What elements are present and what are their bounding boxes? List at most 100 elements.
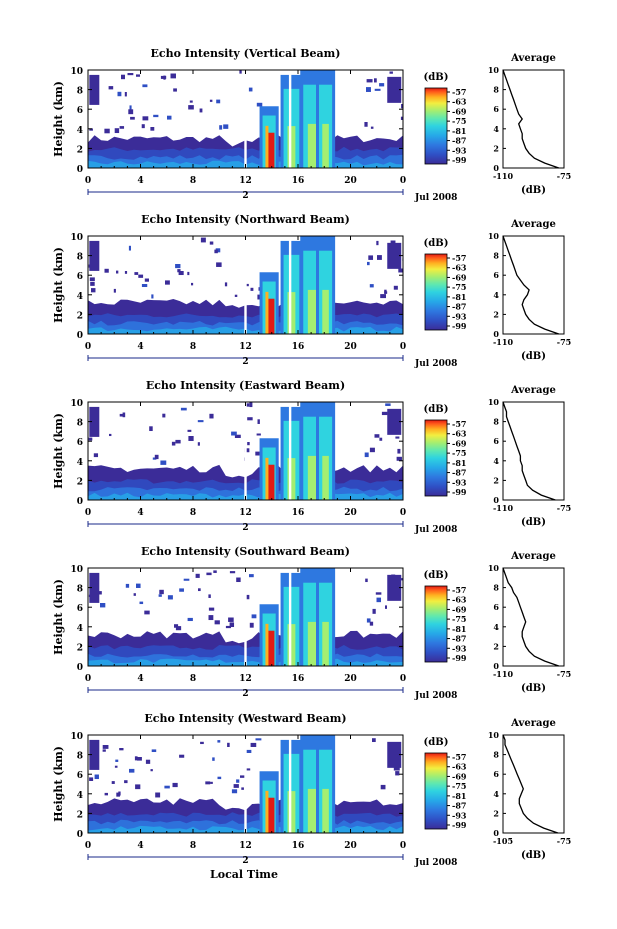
echo-cluster <box>89 74 100 105</box>
colorbar-tick-label: -63 <box>452 429 467 439</box>
avg-y-tick-label: 0 <box>493 495 499 505</box>
echo-speck <box>171 441 176 446</box>
echo-speck <box>370 126 374 129</box>
avg-y-tick-label: 4 <box>493 124 499 134</box>
y-axis-title: Height (km) <box>52 579 65 655</box>
echo-speck <box>372 738 376 743</box>
storm-peak-orange <box>265 790 269 833</box>
colorbar-tick-label: -99 <box>452 653 467 663</box>
colorbar-tick-label: -81 <box>452 791 466 801</box>
echo-speck <box>395 771 400 776</box>
echo-speck <box>94 774 99 780</box>
echo-speck <box>149 426 153 432</box>
echo-speck <box>255 738 262 741</box>
storm-peak <box>322 123 329 168</box>
y-tick-label: 2 <box>77 311 83 321</box>
colorbar-unit: (dB) <box>424 570 449 581</box>
y-tick-label: 4 <box>77 624 83 634</box>
avg-y-tick-label: 8 <box>493 750 499 760</box>
colorbar <box>424 752 448 830</box>
y-tick-label: 6 <box>77 604 83 614</box>
day-label: 2 <box>242 689 248 699</box>
echo-speck <box>125 583 130 588</box>
echo-speck <box>398 268 403 273</box>
echo-speck <box>122 412 126 418</box>
echo-speck <box>179 754 185 758</box>
x-tick-label: 0 <box>400 508 406 518</box>
average-frame <box>502 235 565 335</box>
echo-speck <box>150 127 155 131</box>
avg-y-tick-label: 4 <box>493 789 499 799</box>
echo-speck <box>219 125 223 130</box>
x-tick-label: 16 <box>292 342 305 352</box>
echo-speck <box>119 748 124 751</box>
echo-speck <box>159 589 164 595</box>
colorbar-tick-label: -75 <box>452 282 466 292</box>
avg-y-tick-label: 0 <box>493 828 499 838</box>
echo-speck <box>114 128 120 134</box>
data-gap <box>244 236 247 334</box>
echo-speck <box>374 88 381 91</box>
echo-speck <box>206 572 212 576</box>
average-xlabel: (dB) <box>521 683 546 694</box>
x-tick-label: 12 <box>239 508 252 518</box>
colorbar-tick-label: -87 <box>452 302 466 312</box>
colorbar-tick-label: -99 <box>452 321 467 331</box>
echo-speck <box>104 268 109 273</box>
echo-speck <box>379 437 383 441</box>
echo-cluster <box>387 242 402 269</box>
x-tick-label: 0 <box>400 674 406 684</box>
echo-speck <box>117 91 122 97</box>
avg-y-tick-label: 10 <box>488 65 500 75</box>
average-frame <box>502 567 565 667</box>
colorbar-tick-label: -81 <box>452 292 466 302</box>
average-title: Average <box>510 551 556 562</box>
y-tick-label: 6 <box>77 106 83 116</box>
average-profile-line <box>502 401 556 501</box>
average-title: Average <box>510 53 556 64</box>
data-gap <box>244 402 247 500</box>
echo-speck <box>141 124 145 129</box>
echo-speck <box>130 116 135 120</box>
storm-peak-red <box>267 797 275 833</box>
echo-speck <box>401 104 403 109</box>
echo-speck <box>141 284 148 288</box>
average-title: Average <box>510 385 556 396</box>
echo-speck <box>233 784 239 788</box>
colorbar-tick-label: -69 <box>452 272 467 282</box>
echo-speck <box>380 784 386 790</box>
avg-y-tick-label: 8 <box>493 251 499 261</box>
x-tick-label: 12 <box>239 841 252 851</box>
echo-speck <box>160 460 167 465</box>
avg-y-tick-label: 4 <box>493 456 499 466</box>
echo-speck <box>173 88 177 92</box>
echo-speck <box>200 741 204 745</box>
echo-speck <box>124 92 127 97</box>
echo-speck <box>127 73 134 76</box>
average-profile-line <box>502 235 560 335</box>
echo-speck <box>244 448 250 453</box>
echo-speck <box>116 270 119 274</box>
average-frame <box>502 401 565 501</box>
avg-x-tick-label: -110 <box>493 171 513 181</box>
x-tick-label: 12 <box>239 176 252 186</box>
colorbar-tick-label: -63 <box>452 97 467 107</box>
avg-x-tick-label: -110 <box>493 503 513 513</box>
echo-speck <box>155 792 161 798</box>
colorbar-tick-label: -57 <box>452 585 466 595</box>
avg-y-tick-label: 6 <box>493 104 499 114</box>
echo-speck <box>188 436 194 441</box>
storm-peak <box>322 455 329 500</box>
avg-x-tick-label: -105 <box>493 836 513 846</box>
storm-peak-orange <box>265 623 269 666</box>
colorbar-tick-label: -81 <box>452 624 466 634</box>
colorbar-tick-label: -93 <box>452 311 467 321</box>
echo-cluster <box>89 739 100 770</box>
colorbar-tick-label: -93 <box>452 145 467 155</box>
colorbar-unit: (dB) <box>424 737 449 748</box>
echo-speck <box>104 128 110 134</box>
x-tick-label: 0 <box>85 176 91 186</box>
echo-speck <box>195 573 200 578</box>
y-tick-label: 0 <box>77 830 83 840</box>
echo-speck <box>249 622 254 628</box>
